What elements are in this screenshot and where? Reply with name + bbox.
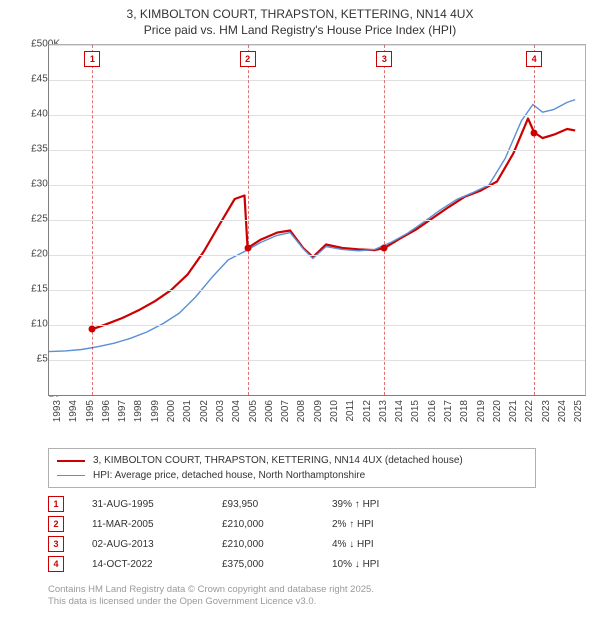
event-delta: 10% ↓ HPI [332, 554, 452, 574]
x-tick-label: 2013 [378, 400, 389, 422]
event-num-box: 3 [48, 536, 64, 552]
gridline-h [49, 115, 585, 116]
x-tick-label: 2006 [264, 400, 275, 422]
event-price: £93,950 [222, 494, 332, 514]
x-tick-label: 2011 [345, 400, 356, 422]
chart-container: 3, KIMBOLTON COURT, THRAPSTON, KETTERING… [0, 0, 600, 620]
event-delta: 4% ↓ HPI [332, 534, 452, 554]
event-num-box: 4 [48, 556, 64, 572]
event-row: 2 11-MAR-2005£210,0002% ↑ HPI [48, 514, 452, 534]
legend-row-hpi: HPI: Average price, detached house, Nort… [57, 468, 527, 483]
x-tick-label: 2025 [573, 400, 584, 422]
event-point [531, 129, 538, 136]
x-tick-label: 2005 [248, 400, 259, 422]
event-price: £210,000 [222, 534, 332, 554]
x-tick-label: 1997 [117, 400, 128, 422]
legend-swatch-hpi [57, 475, 85, 476]
x-tick-label: 2003 [215, 400, 226, 422]
event-marker-box: 2 [240, 51, 256, 67]
event-dashline [92, 45, 93, 395]
x-tick-label: 1993 [52, 400, 63, 422]
x-tick-label: 2004 [231, 400, 242, 422]
x-tick-label: 2002 [199, 400, 210, 422]
x-tick-label: 2017 [443, 400, 454, 422]
footnote: Contains HM Land Registry data © Crown c… [48, 584, 374, 609]
event-point [244, 245, 251, 252]
x-tick-label: 2024 [557, 400, 568, 422]
gridline-h [49, 360, 585, 361]
gridline-h [49, 80, 585, 81]
event-price: £210,000 [222, 514, 332, 534]
footnote-line1: Contains HM Land Registry data © Crown c… [48, 584, 374, 596]
x-tick-label: 2020 [492, 400, 503, 422]
event-delta: 2% ↑ HPI [332, 514, 452, 534]
x-tick-label: 2009 [313, 400, 324, 422]
gridline-h [49, 255, 585, 256]
x-tick-label: 2016 [427, 400, 438, 422]
legend-swatch-price-paid [57, 460, 85, 462]
gridline-h [49, 220, 585, 221]
event-delta: 39% ↑ HPI [332, 494, 452, 514]
event-marker-box: 4 [526, 51, 542, 67]
event-dashline [384, 45, 385, 395]
event-point [89, 326, 96, 333]
x-tick-label: 2001 [182, 400, 193, 422]
legend-row-price-paid: 3, KIMBOLTON COURT, THRAPSTON, KETTERING… [57, 453, 527, 468]
x-tick-label: 2019 [476, 400, 487, 422]
events-table: 1 31-AUG-1995£93,95039% ↑ HPI 2 11-MAR-2005… [48, 494, 452, 574]
x-tick-label: 2021 [508, 400, 519, 422]
x-tick-label: 1999 [150, 400, 161, 422]
title-line2: Price paid vs. HM Land Registry's House … [0, 22, 600, 38]
gridline-h [49, 185, 585, 186]
event-marker-box: 1 [84, 51, 100, 67]
x-tick-label: 2023 [541, 400, 552, 422]
x-tick-label: 1996 [101, 400, 112, 422]
x-tick-label: 2000 [166, 400, 177, 422]
event-dashline [248, 45, 249, 395]
footnote-line2: This data is licensed under the Open Gov… [48, 596, 374, 608]
x-tick-label: 2008 [296, 400, 307, 422]
x-tick-label: 2022 [524, 400, 535, 422]
event-date: 02-AUG-2013 [92, 534, 222, 554]
legend-label-hpi: HPI: Average price, detached house, Nort… [93, 470, 365, 481]
series-hpi [49, 100, 575, 352]
x-tick-label: 2012 [362, 400, 373, 422]
x-tick-label: 2010 [329, 400, 340, 422]
gridline-h [49, 45, 585, 46]
x-tick-label: 2015 [410, 400, 421, 422]
gridline-h [49, 150, 585, 151]
event-num-box: 1 [48, 496, 64, 512]
event-row: 3 02-AUG-2013£210,0004% ↓ HPI [48, 534, 452, 554]
legend-label-price-paid: 3, KIMBOLTON COURT, THRAPSTON, KETTERING… [93, 455, 463, 466]
event-point [381, 245, 388, 252]
x-tick-label: 1994 [68, 400, 79, 422]
x-tick-label: 1995 [85, 400, 96, 422]
event-row: 4 14-OCT-2022£375,00010% ↓ HPI [48, 554, 452, 574]
event-row: 1 31-AUG-1995£93,95039% ↑ HPI [48, 494, 452, 514]
gridline-h [49, 290, 585, 291]
legend: 3, KIMBOLTON COURT, THRAPSTON, KETTERING… [48, 448, 536, 488]
x-tick-label: 2018 [459, 400, 470, 422]
event-num-box: 2 [48, 516, 64, 532]
event-marker-box: 3 [376, 51, 392, 67]
event-dashline [534, 45, 535, 395]
event-date: 14-OCT-2022 [92, 554, 222, 574]
event-date: 31-AUG-1995 [92, 494, 222, 514]
x-tick-label: 1998 [133, 400, 144, 422]
title-line1: 3, KIMBOLTON COURT, THRAPSTON, KETTERING… [0, 6, 600, 22]
chart-title: 3, KIMBOLTON COURT, THRAPSTON, KETTERING… [0, 0, 600, 38]
x-tick-label: 2007 [280, 400, 291, 422]
event-date: 11-MAR-2005 [92, 514, 222, 534]
plot-area: 1 2 3 4 [48, 44, 586, 396]
gridline-h [49, 325, 585, 326]
x-tick-label: 2014 [394, 400, 405, 422]
event-price: £375,000 [222, 554, 332, 574]
